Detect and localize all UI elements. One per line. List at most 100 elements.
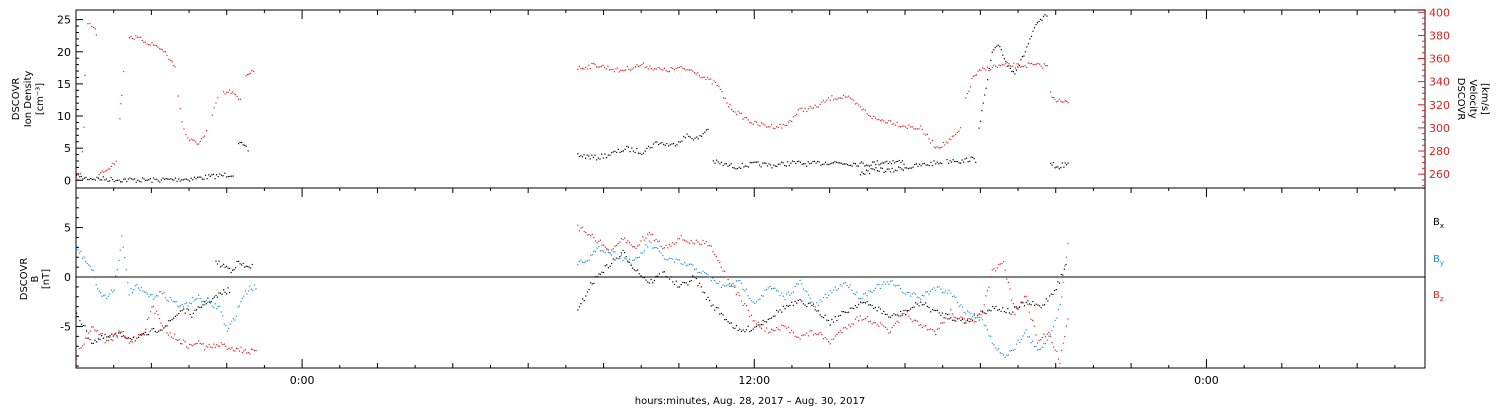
- by-point: [253, 284, 256, 286]
- bz-point: [240, 346, 242, 348]
- bz-point: [243, 350, 245, 352]
- by-point: [187, 305, 189, 307]
- bx-point: [194, 309, 196, 311]
- by-point: [926, 291, 928, 293]
- bz-point: [876, 324, 878, 326]
- bz-point: [122, 331, 124, 333]
- bx-point: [988, 309, 990, 311]
- bx-point: [838, 315, 840, 317]
- by-point: [663, 258, 665, 260]
- bx-point: [224, 291, 226, 293]
- by-point: [1064, 265, 1066, 267]
- bz-point: [655, 238, 657, 240]
- bz-point: [101, 332, 103, 334]
- bx-point: [129, 338, 131, 340]
- bx-point: [672, 281, 674, 283]
- bx-point: [894, 314, 897, 316]
- bx-point: [953, 319, 955, 321]
- velocity-point: [173, 64, 175, 67]
- by-point: [585, 260, 587, 262]
- by-point: [112, 291, 114, 293]
- bz-point: [160, 322, 162, 324]
- velocity-point: [196, 143, 198, 145]
- bz-point: [737, 291, 739, 294]
- velocity-point: [1046, 65, 1048, 67]
- by-point: [766, 289, 768, 291]
- bx-point: [183, 308, 185, 310]
- by-point: [590, 254, 592, 256]
- density-point: [851, 165, 853, 167]
- bx-point: [834, 316, 836, 318]
- density-point: [193, 176, 195, 178]
- density-point: [681, 140, 683, 142]
- bz-point: [898, 321, 900, 324]
- velocity-point: [856, 102, 858, 104]
- by-point: [931, 288, 933, 290]
- by-point: [712, 277, 714, 279]
- bz-point: [848, 324, 850, 326]
- by-point: [625, 258, 627, 260]
- density-point: [1038, 20, 1040, 22]
- by-point: [244, 290, 246, 292]
- velocity-point: [784, 124, 786, 126]
- bz-point: [1001, 262, 1003, 264]
- bx-point: [779, 309, 781, 311]
- velocity-point: [166, 54, 168, 57]
- density-point: [642, 152, 645, 154]
- by-point: [935, 289, 937, 291]
- density-point: [987, 79, 989, 81]
- bx-segment: [76, 287, 231, 344]
- bx-point: [205, 303, 207, 305]
- velocity-point: [908, 124, 910, 126]
- density-point: [636, 148, 638, 150]
- density-point: [694, 137, 696, 139]
- bx-point: [1060, 273, 1062, 276]
- by-point: [207, 301, 209, 304]
- bx-point: [247, 265, 249, 268]
- density-point: [656, 141, 658, 143]
- bx-point: [776, 309, 778, 311]
- bx-point: [232, 269, 234, 271]
- velocity-point: [955, 133, 957, 135]
- by-point: [998, 348, 1000, 350]
- by-point: [745, 288, 748, 290]
- velocity-point: [982, 67, 984, 69]
- by-point: [809, 297, 811, 299]
- by-point: [858, 297, 860, 300]
- density-point: [872, 161, 874, 163]
- bz-point: [829, 343, 831, 345]
- legend-by-sub: y: [1440, 259, 1444, 267]
- velocity-point: [628, 68, 630, 70]
- bz-point: [889, 331, 892, 333]
- velocity-point: [657, 66, 659, 69]
- density-point: [751, 162, 753, 164]
- density-point: [208, 174, 210, 176]
- bz-point: [645, 237, 647, 239]
- density-point: [894, 162, 896, 164]
- density-point: [170, 178, 172, 180]
- by-point: [1040, 348, 1042, 350]
- by-point: [163, 292, 165, 294]
- density-point: [1060, 167, 1062, 169]
- density-point: [151, 181, 153, 183]
- velocity-point: [980, 69, 982, 71]
- velocity-point: [672, 67, 674, 69]
- bx-point: [868, 304, 870, 306]
- legend-bx: Bx: [1433, 217, 1444, 230]
- density-point: [917, 165, 919, 168]
- bz-point: [1065, 325, 1067, 327]
- density-point: [881, 167, 883, 169]
- velocity-point: [135, 35, 137, 37]
- density-point: [688, 135, 690, 137]
- density-point: [738, 166, 740, 168]
- density-point: [212, 173, 214, 175]
- density-point: [632, 150, 634, 152]
- bz-point: [177, 339, 179, 342]
- by-point: [697, 271, 699, 274]
- bx-point: [911, 307, 913, 309]
- bz-point: [900, 315, 902, 317]
- velocity-point: [87, 23, 89, 25]
- density-point: [658, 144, 660, 146]
- bz-point: [617, 243, 619, 245]
- density-point: [1021, 56, 1023, 58]
